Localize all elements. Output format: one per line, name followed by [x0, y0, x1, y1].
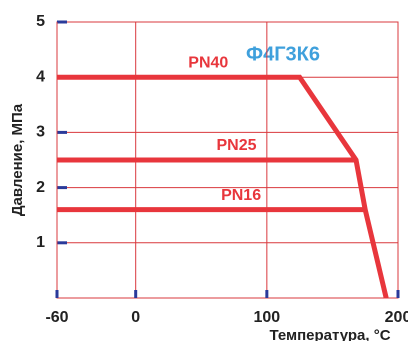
series-label: PN16: [221, 187, 261, 204]
x-tick-label: 0: [131, 309, 140, 326]
y-tick-label: 3: [36, 124, 45, 141]
x-tick-label: -60: [45, 309, 68, 326]
series-line: [57, 74, 389, 299]
y-tick-label: 5: [36, 13, 45, 30]
annotation: Ф4Г3К6: [246, 43, 320, 65]
y-tick-label: 1: [36, 234, 45, 251]
x-axis-label: Температура, °C: [269, 327, 390, 341]
series-label: PN40: [188, 54, 228, 71]
y-tick-label: 4: [36, 68, 45, 85]
y-axis-label: Давление, МПа: [9, 103, 26, 216]
x-tick-label: 200: [385, 309, 408, 326]
series-label: PN25: [216, 137, 256, 154]
y-tick-label: 2: [36, 179, 45, 196]
x-tick-label: 100: [253, 309, 280, 326]
